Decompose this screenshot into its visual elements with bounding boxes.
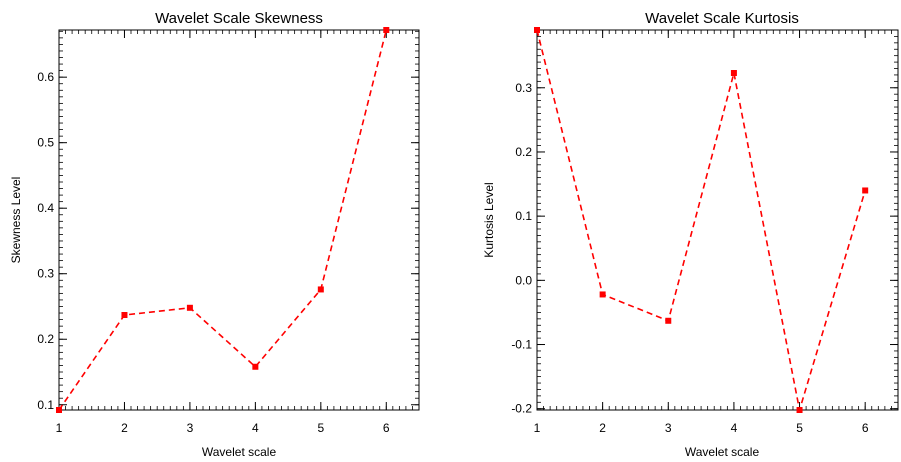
y-tick-label: 0.4	[37, 201, 54, 215]
x-tick-label: 3	[665, 421, 672, 435]
data-point	[317, 286, 324, 293]
y-tick-label: 0.6	[37, 70, 54, 84]
skewness-chart-panel: Wavelet Scale Skewness 1 2 3 4 5 6 0.1 0.2 0.3 0…	[0, 0, 450, 462]
data-point	[730, 70, 737, 77]
kurtosis-chart-panel: Wavelet Scale Kurtosis 1 2 3 4 5 6 -0.2 -0.1 0.…	[450, 0, 901, 462]
y-tick-label: -0.2	[511, 402, 532, 416]
y-tick-label: 0.2	[37, 332, 54, 346]
x-axis-label: Wavelet scale	[202, 445, 277, 459]
y-tick-label: 0.1	[37, 398, 54, 412]
x-tick-label: 2	[599, 421, 606, 435]
data-point	[56, 407, 62, 413]
y-tick-label: 0.0	[515, 273, 532, 287]
data-point	[665, 317, 672, 324]
x-tick-label: 5	[317, 421, 324, 435]
x-tick-label: 2	[121, 421, 128, 435]
data-point	[383, 27, 390, 33]
series-line	[58, 29, 388, 411]
data-point	[599, 291, 606, 298]
plot-frame	[536, 29, 899, 411]
x-tick-label: 4	[731, 421, 738, 435]
x-tick-label: 1	[534, 421, 541, 435]
data-point	[121, 312, 128, 318]
x-tick-label: 5	[796, 421, 803, 435]
y-tick-label: -0.1	[511, 338, 532, 352]
y-tick-label: 0.3	[515, 81, 532, 95]
series-line	[536, 29, 866, 411]
x-tick-label: 3	[187, 421, 194, 435]
y-axis-label-visible: Kurtosis Level	[482, 182, 496, 257]
data-point	[186, 304, 193, 311]
chart-title: Wavelet Scale Skewness	[155, 10, 323, 27]
chart-title: Wavelet Scale Kurtosis	[645, 10, 799, 27]
y-tick-label: 0.2	[515, 145, 532, 159]
data-point	[534, 27, 540, 33]
data-point	[862, 187, 869, 194]
x-tick-label: 1	[56, 421, 63, 435]
y-tick-label: 0.5	[37, 136, 54, 150]
plot-frame	[58, 29, 420, 411]
x-tick-label: 6	[862, 421, 869, 435]
data-point	[252, 363, 259, 370]
y-tick-label: 0.1	[515, 209, 532, 223]
skewness-chart: Wavelet Scale Skewness 1 2 3 4 5 6 0.1 0.2 0.3 0…	[9, 10, 420, 459]
data-point	[796, 407, 803, 413]
x-tick-label: 4	[252, 421, 259, 435]
y-axis-label: Skewness Level	[9, 177, 23, 264]
y-tick-label: 0.3	[37, 267, 54, 281]
x-tick-label: 6	[383, 421, 390, 435]
x-axis-label: Wavelet scale	[685, 445, 760, 459]
kurtosis-chart: Wavelet Scale Kurtosis 1 2 3 4 5 6 -0.2 -0.1 0.…	[482, 10, 899, 459]
